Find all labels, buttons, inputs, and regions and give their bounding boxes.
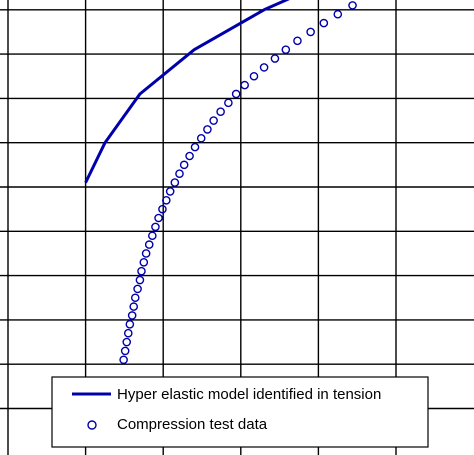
- data-point: [249, 71, 259, 81]
- data-point: [306, 27, 315, 37]
- data-point: [119, 355, 128, 365]
- data-point: [120, 346, 130, 356]
- data-point: [209, 116, 218, 125]
- data-point: [190, 142, 200, 152]
- legend: Hyper elastic model identified in tensio…: [51, 376, 429, 448]
- data-point: [125, 320, 135, 329]
- series-line: [84, 0, 290, 184]
- data-point: [333, 9, 343, 19]
- data-point: [165, 187, 175, 196]
- data-point: [139, 258, 149, 267]
- data-point: [158, 204, 167, 214]
- data-point: [127, 311, 137, 320]
- legend-box: [51, 376, 429, 448]
- data-point: [319, 18, 329, 28]
- data-point: [281, 45, 291, 54]
- data-point: [130, 293, 140, 303]
- data-point: [129, 302, 139, 311]
- data-point: [231, 89, 241, 99]
- legend-label-data: Compression test data: [117, 416, 268, 433]
- data-point: [196, 133, 206, 143]
- data-point: [151, 222, 160, 232]
- data-point: [179, 160, 189, 170]
- data-point: [348, 1, 357, 10]
- data-point: [175, 169, 184, 179]
- data-point: [216, 107, 225, 116]
- data-point: [259, 63, 269, 72]
- data-point: [185, 151, 194, 161]
- data-point: [224, 98, 233, 108]
- legend-label-model: Hyper elastic model identified in tensio…: [117, 386, 381, 403]
- data-point: [144, 240, 154, 249]
- data-point: [122, 337, 132, 347]
- data-point: [203, 125, 212, 134]
- data-point: [162, 195, 171, 205]
- data-point: [135, 275, 145, 285]
- data-point: [240, 80, 249, 90]
- data-point: [133, 284, 142, 294]
- data-point: [137, 266, 146, 276]
- data-point: [141, 249, 151, 258]
- data-point: [170, 178, 180, 187]
- data-point: [293, 36, 302, 46]
- plot-area: [84, 0, 357, 365]
- data-point: [270, 54, 280, 63]
- data-point: [123, 328, 133, 338]
- legend-swatch-marker: [87, 420, 97, 430]
- data-point: [148, 231, 157, 241]
- data-point: [154, 213, 163, 223]
